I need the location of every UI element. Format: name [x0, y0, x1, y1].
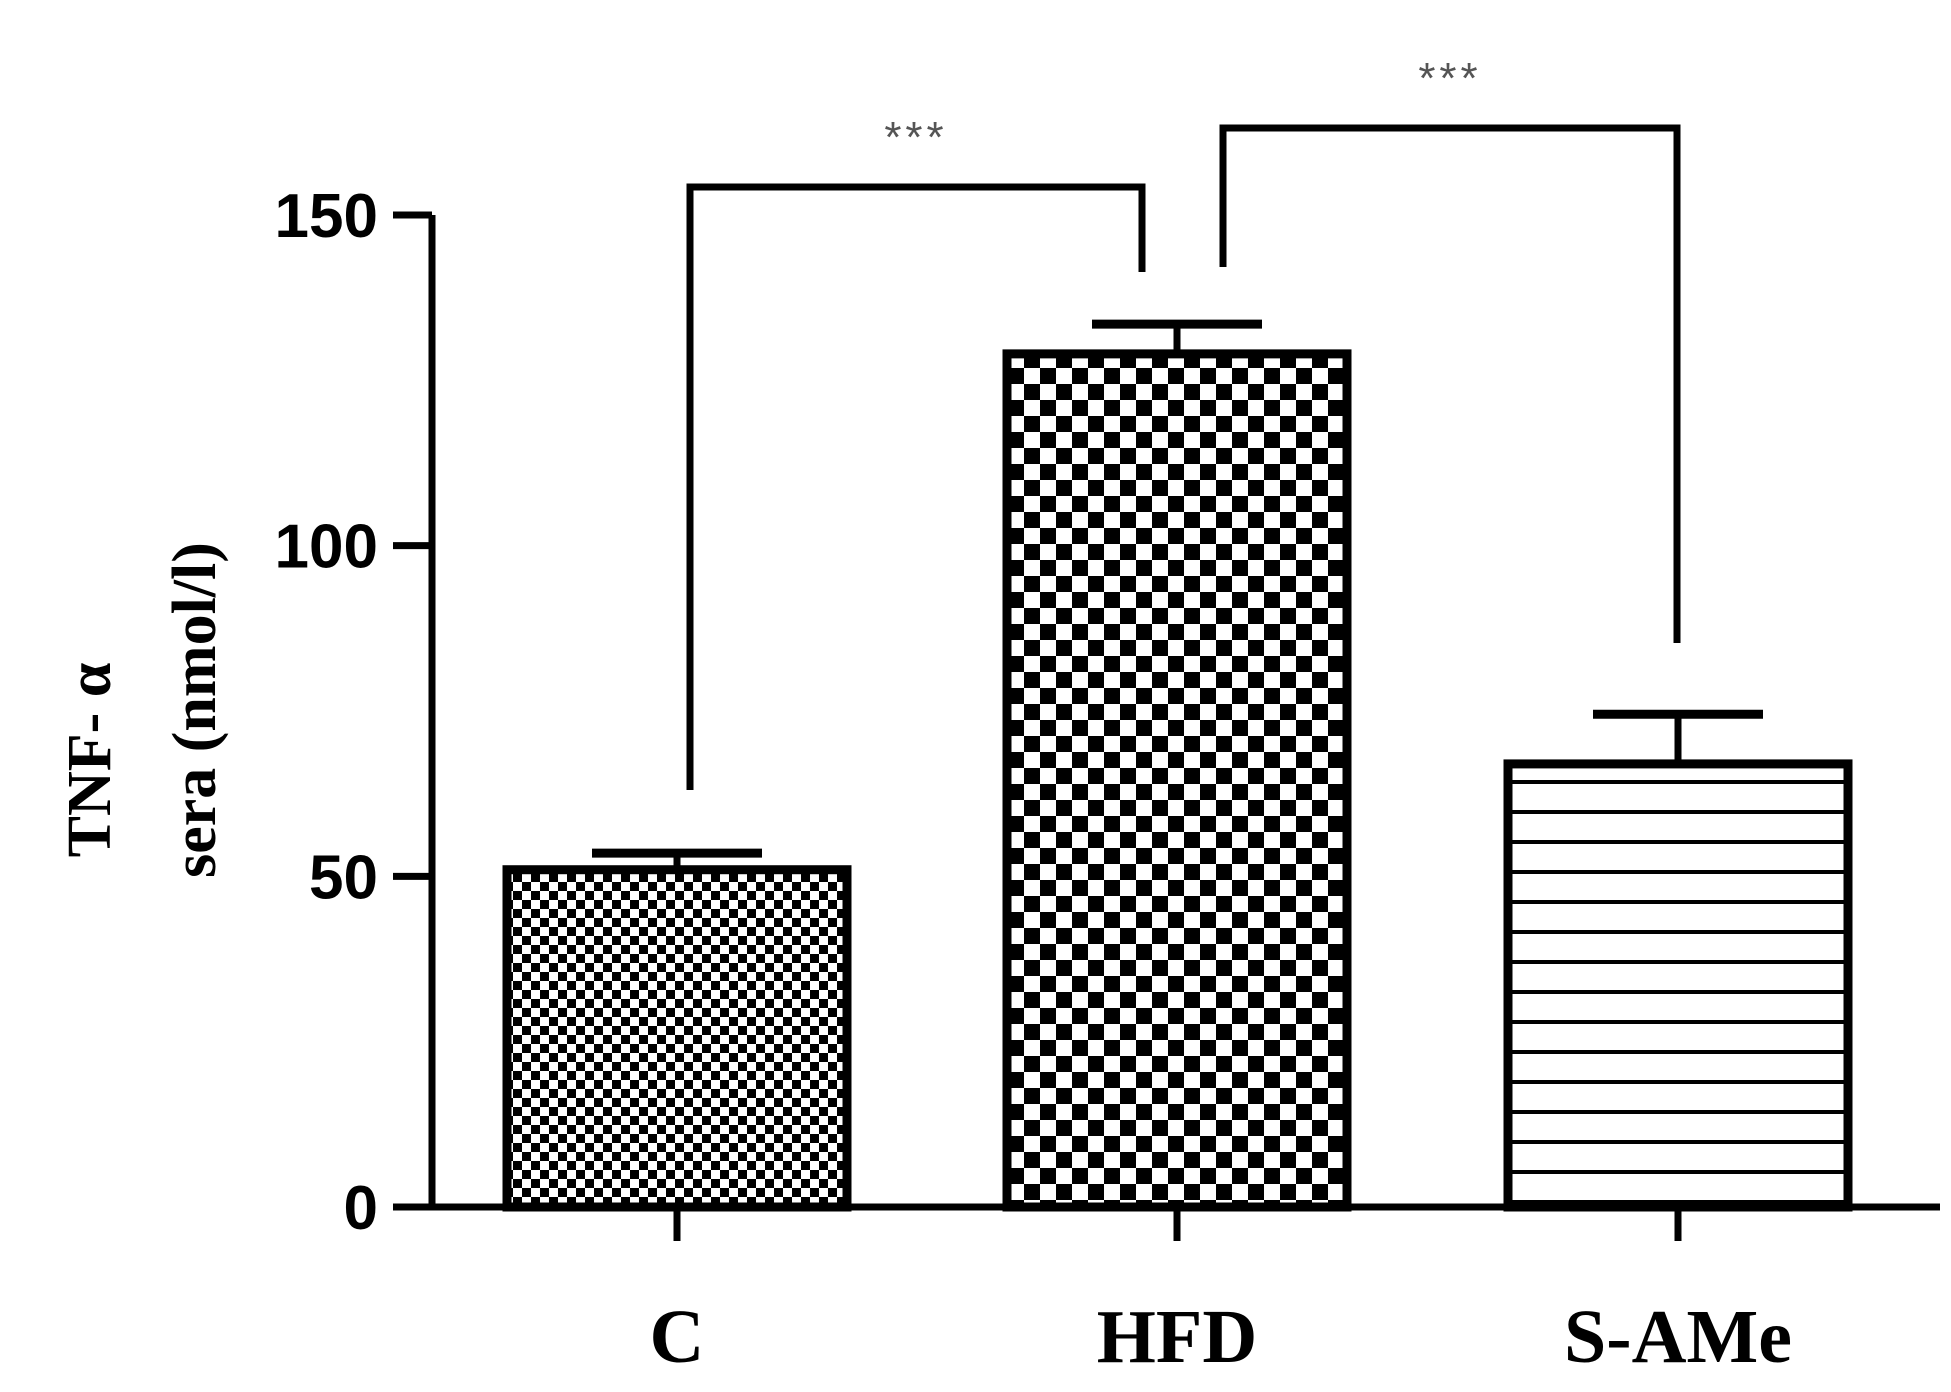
significance-label: *** — [1418, 54, 1481, 103]
y-axis-ticks: 0 50 100 150 — [275, 182, 432, 1243]
x-category-label: C — [650, 1295, 705, 1379]
significance-bracket: *** — [1219, 54, 1681, 643]
bars — [502, 349, 1853, 1212]
error-bars — [592, 319, 1763, 870]
error-bar-s-ame — [1593, 709, 1763, 764]
y-axis-label: TNF- α sera (nmol/l) — [56, 542, 229, 878]
error-bar-hfd — [1092, 319, 1262, 354]
y-tick-label: 0 — [344, 1174, 378, 1243]
significance-bracket: *** — [686, 113, 1146, 790]
significance-brackets: *** *** — [686, 54, 1681, 790]
y-axis-label-line-2: sera (nmol/l) — [161, 542, 229, 878]
y-tick-label: 100 — [275, 513, 378, 582]
x-category-label: HFD — [1097, 1295, 1257, 1379]
bar-hfd — [1002, 349, 1352, 1212]
bar-s-ame — [1503, 759, 1853, 1212]
x-category-label: S-AMe — [1564, 1295, 1792, 1379]
x-axis-ticks: C HFD S-AMe — [650, 1207, 1792, 1379]
bar-c — [502, 865, 852, 1212]
error-bar-c — [592, 848, 762, 870]
y-tick-label: 150 — [275, 182, 378, 251]
y-axis-label-line-1: TNF- α — [56, 663, 124, 858]
significance-label: *** — [884, 113, 947, 162]
y-tick-label: 50 — [309, 843, 378, 912]
